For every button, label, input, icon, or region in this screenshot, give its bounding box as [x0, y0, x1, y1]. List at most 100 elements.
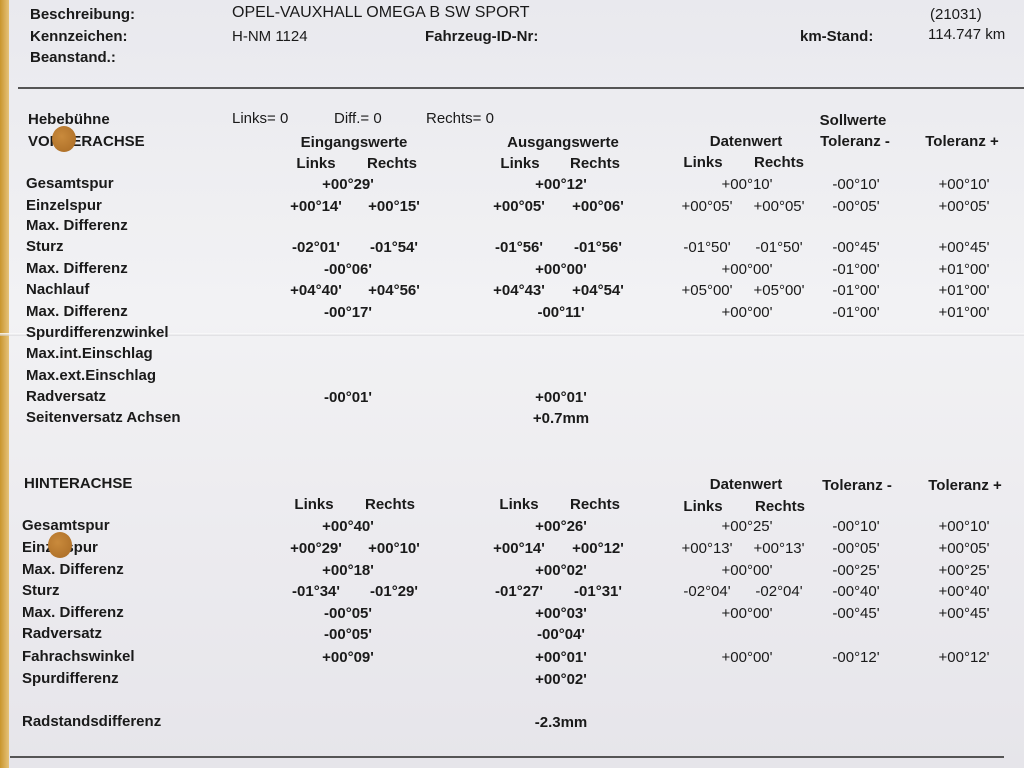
value-tplus: +01°00' — [938, 304, 990, 321]
hebebuehne-label: Hebebühne — [28, 111, 110, 128]
paper-fold — [0, 333, 1024, 336]
value-out-c: +00°01' — [535, 389, 587, 406]
toleranz-plus-heading: Toleranz + — [925, 133, 999, 150]
value-in-l: +00°29' — [290, 540, 342, 557]
value-out-c: +00°00' — [535, 261, 587, 278]
value-in-c: +00°18' — [322, 562, 374, 579]
value-out-l: -01°56' — [495, 239, 543, 256]
value-out-c: +0.7mm — [532, 410, 590, 427]
row-label: Seitenversatz Achsen — [26, 409, 181, 426]
value-dw-c: +00°00' — [721, 649, 773, 666]
fahrzeug-id-label: Fahrzeug-ID-Nr: — [425, 28, 539, 45]
value-tmin: -00°05' — [832, 540, 880, 557]
value-out-c: -00°04' — [537, 626, 585, 643]
value-dw-c: +00°00' — [721, 605, 773, 622]
divider-bottom — [10, 756, 1004, 758]
value-tplus: +00°05' — [938, 198, 990, 215]
kennzeichen-label: Kennzeichen: — [30, 28, 128, 45]
row-label: Sturz — [22, 582, 60, 599]
km-value: 114.747 km — [928, 26, 1006, 43]
rear-toleranz-plus-heading: Toleranz + — [928, 477, 1002, 494]
row-label: Max. Differenz — [26, 303, 128, 320]
value-in-l: +04°40' — [290, 282, 342, 299]
value-dw-l: +00°13' — [681, 540, 733, 557]
value-tplus: +00°10' — [938, 518, 990, 535]
row-label: Spurdifferenz — [22, 670, 119, 687]
value-tplus: +00°25' — [938, 562, 990, 579]
in-links-heading: Links — [296, 155, 336, 172]
value-tmin: -00°25' — [832, 562, 880, 579]
value-in-c: +00°40' — [322, 518, 374, 535]
dw-links-heading: Links — [683, 154, 723, 171]
value-in-c: -00°05' — [324, 605, 372, 622]
value-in-c: -00°01' — [324, 389, 372, 406]
value-tmin: -00°40' — [832, 583, 880, 600]
value-tplus: +00°05' — [938, 540, 990, 557]
value-in-l: -01°34' — [292, 583, 340, 600]
value-out-c: -00°11' — [537, 304, 585, 321]
row-label: Gesamtspur — [22, 517, 110, 534]
rear-out-rechts-heading: Rechts — [569, 496, 621, 513]
hebebuehne-links: Links= 0 — [232, 110, 289, 127]
rear-in-rechts-heading: Rechts — [364, 496, 416, 513]
value-tmin: -00°45' — [832, 605, 880, 622]
value-in-r: -01°54' — [370, 239, 418, 256]
value-in-r: +00°15' — [368, 198, 420, 215]
value-out-c: +00°02' — [535, 562, 587, 579]
row-label: Max.int.Einschlag — [26, 345, 153, 362]
kennzeichen-value: H-NM 1124 — [232, 28, 308, 45]
value-dw-r: -01°50' — [755, 239, 803, 256]
value-dw-c: +00°00' — [721, 304, 773, 321]
rear-dw-rechts-heading: Rechts — [754, 498, 806, 515]
row-label: Nachlauf — [26, 281, 90, 298]
eingangswerte-heading: Eingangswerte — [300, 134, 408, 151]
value-out-r: +00°06' — [572, 198, 624, 215]
value-tplus: +00°12' — [938, 649, 990, 666]
value-dw-c: +00°25' — [721, 518, 773, 535]
value-out-c: -2.3mm — [534, 714, 588, 731]
value-out-c: +00°12' — [535, 176, 587, 193]
row-label: Max. Differenz — [22, 604, 124, 621]
value-dw-r: +00°13' — [753, 540, 805, 557]
value-out-c: +00°02' — [535, 671, 587, 688]
value-tplus: +01°00' — [938, 261, 990, 278]
toleranz-minus-heading: Toleranz - — [820, 133, 890, 150]
row-label: Max. Differenz — [22, 561, 124, 578]
dw-rechts-heading: Rechts — [753, 154, 805, 171]
value-tmin: -01°00' — [832, 261, 880, 278]
value-out-l: +00°14' — [493, 540, 545, 557]
row-label: Spurdifferenzwinkel — [26, 324, 169, 341]
value-dw-l: +00°05' — [681, 198, 733, 215]
punch-hole — [48, 532, 72, 558]
value-out-l: -01°27' — [495, 583, 543, 600]
punch-hole — [52, 126, 76, 152]
hebebuehne-diff: Diff.= 0 — [334, 110, 382, 127]
value-tmin: -01°00' — [832, 282, 880, 299]
value-out-r: -01°56' — [574, 239, 622, 256]
value-dw-r: +05°00' — [753, 282, 805, 299]
value-out-l: +00°05' — [493, 198, 545, 215]
value-in-c: +00°29' — [322, 176, 374, 193]
row-label: Gesamtspur — [26, 175, 114, 192]
value-out-l: +04°43' — [493, 282, 545, 299]
value-dw-c: +00°00' — [721, 562, 773, 579]
rear-dw-links-heading: Links — [683, 498, 723, 515]
hinterachse-title: HINTERACHSE — [24, 475, 133, 492]
in-rechts-heading: Rechts — [366, 155, 418, 172]
value-tplus: +01°00' — [938, 282, 990, 299]
row-label: Einzelspur — [26, 197, 102, 214]
value-dw-c: +00°00' — [721, 261, 773, 278]
row-label: Max. Differenz — [26, 217, 128, 234]
value-in-c: -00°06' — [324, 261, 372, 278]
out-links-heading: Links — [500, 155, 540, 172]
vehicle-code: (21031) — [930, 6, 982, 23]
value-out-c: +00°01' — [535, 649, 587, 666]
value-in-r: +00°10' — [368, 540, 420, 557]
value-dw-l: -01°50' — [683, 239, 731, 256]
value-tplus: +00°40' — [938, 583, 990, 600]
value-in-l: -02°01' — [292, 239, 340, 256]
value-out-r: +04°54' — [572, 282, 624, 299]
out-rechts-heading: Rechts — [569, 155, 621, 172]
value-tplus: +00°45' — [938, 239, 990, 256]
value-in-l: +00°14' — [290, 198, 342, 215]
